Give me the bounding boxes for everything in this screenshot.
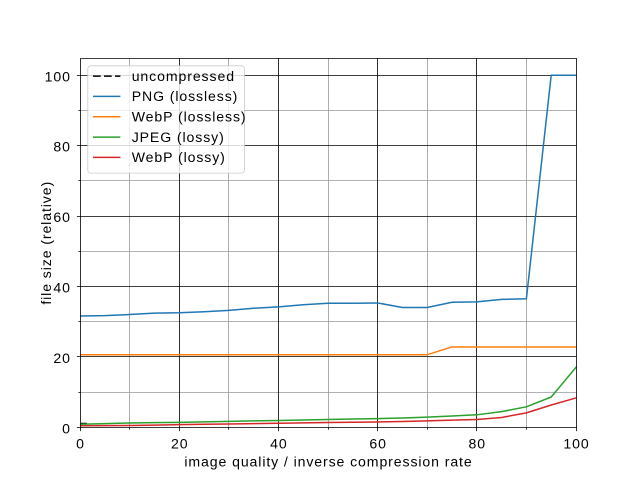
- svg-text:20: 20: [53, 350, 70, 366]
- svg-text:0: 0: [76, 435, 85, 451]
- svg-text:80: 80: [469, 435, 486, 451]
- svg-text:100: 100: [45, 68, 71, 84]
- svg-text:WebP (lossy): WebP (lossy): [132, 149, 226, 165]
- svg-text:40: 40: [53, 280, 70, 296]
- svg-text:PNG (lossless): PNG (lossless): [132, 88, 239, 104]
- svg-text:40: 40: [270, 435, 287, 451]
- svg-text:100: 100: [563, 435, 589, 451]
- svg-text:80: 80: [53, 139, 70, 155]
- svg-text:WebP (lossless): WebP (lossless): [132, 109, 247, 125]
- svg-text:0: 0: [62, 420, 71, 436]
- svg-text:uncompressed: uncompressed: [132, 68, 235, 84]
- svg-text:file size (relative): file size (relative): [38, 181, 54, 305]
- svg-text:JPEG (lossy): JPEG (lossy): [132, 129, 225, 145]
- svg-text:image quality / inverse compre: image quality / inverse compression rate: [184, 454, 472, 470]
- svg-text:20: 20: [171, 435, 188, 451]
- svg-text:60: 60: [369, 435, 386, 451]
- svg-text:60: 60: [53, 209, 70, 225]
